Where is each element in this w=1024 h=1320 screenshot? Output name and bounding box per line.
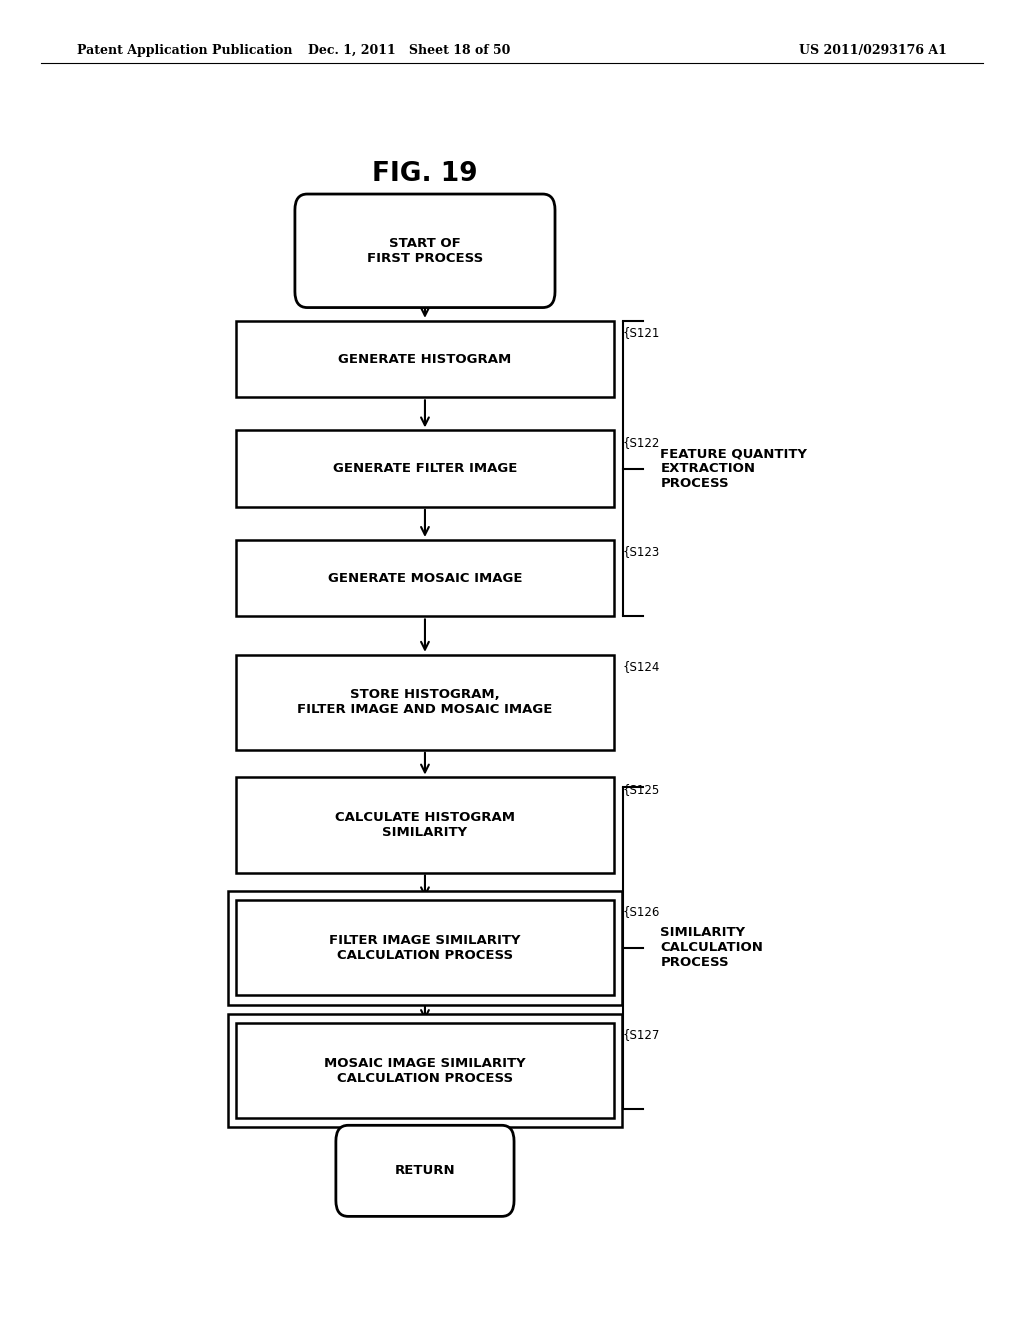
Text: RETURN: RETURN [394,1164,456,1177]
Text: CALCULATE HISTOGRAM
SIMILARITY: CALCULATE HISTOGRAM SIMILARITY [335,810,515,840]
Text: GENERATE HISTOGRAM: GENERATE HISTOGRAM [338,352,512,366]
Bar [236,321,614,397]
Text: MOSAIC IMAGE SIMILARITY
CALCULATION PROCESS: MOSAIC IMAGE SIMILARITY CALCULATION PROC… [325,1056,525,1085]
FancyBboxPatch shape [336,1125,514,1217]
Bar [228,891,622,1005]
Text: {S124: {S124 [623,660,659,673]
Text: GENERATE FILTER IMAGE: GENERATE FILTER IMAGE [333,462,517,475]
Text: FEATURE QUANTITY
EXTRACTION
PROCESS: FEATURE QUANTITY EXTRACTION PROCESS [660,447,808,490]
Bar [236,777,614,873]
Text: {S126: {S126 [623,906,659,919]
Bar [236,900,614,995]
Bar [236,655,614,750]
Bar [236,540,614,616]
Text: STORE HISTOGRAM,
FILTER IMAGE AND MOSAIC IMAGE: STORE HISTOGRAM, FILTER IMAGE AND MOSAIC… [297,688,553,717]
Text: FILTER IMAGE SIMILARITY
CALCULATION PROCESS: FILTER IMAGE SIMILARITY CALCULATION PROC… [329,933,521,962]
Text: START OF
FIRST PROCESS: START OF FIRST PROCESS [367,236,483,265]
Text: {S123: {S123 [623,545,659,558]
Text: {S125: {S125 [623,783,659,796]
Text: {S122: {S122 [623,436,659,449]
FancyBboxPatch shape [295,194,555,308]
Text: Patent Application Publication: Patent Application Publication [77,44,292,57]
Text: US 2011/0293176 A1: US 2011/0293176 A1 [799,44,946,57]
Text: GENERATE MOSAIC IMAGE: GENERATE MOSAIC IMAGE [328,572,522,585]
Bar [236,1023,614,1118]
Text: {S127: {S127 [623,1028,659,1041]
Text: {S121: {S121 [623,326,659,339]
Text: SIMILARITY
CALCULATION
PROCESS: SIMILARITY CALCULATION PROCESS [660,927,763,969]
Bar [236,430,614,507]
Text: FIG. 19: FIG. 19 [372,161,478,187]
Text: Dec. 1, 2011   Sheet 18 of 50: Dec. 1, 2011 Sheet 18 of 50 [308,44,511,57]
Bar [228,1014,622,1127]
